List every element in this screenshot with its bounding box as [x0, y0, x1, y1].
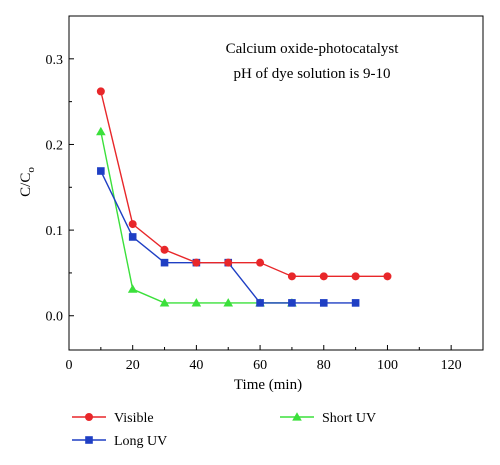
axes	[68, 15, 484, 351]
legend-marker-short-uv	[292, 412, 302, 421]
x-tick-label: 120	[441, 358, 462, 373]
annotation-line-1: Calcium oxide-photocatalyst	[226, 41, 400, 57]
y-axis-title-subscript: o	[25, 167, 37, 173]
data-point-visible	[319, 272, 328, 281]
data-point-visible	[192, 258, 201, 267]
data-point-long-uv	[97, 167, 105, 175]
legend-label-short-uv: Short UV	[322, 411, 376, 426]
data-point-visible	[160, 245, 169, 254]
series-line-long-uv	[100, 170, 356, 304]
data-point-long-uv	[351, 299, 360, 307]
legend-item-long-uv: Long UV	[72, 434, 167, 449]
data-point-long-uv	[319, 299, 328, 307]
y-axis-title-main: C/C	[18, 173, 34, 197]
series-short-uv	[96, 126, 297, 307]
legend-item-visible: Visible	[72, 411, 154, 426]
data-point-long-uv	[288, 299, 296, 307]
data-point-short-uv	[96, 126, 106, 136]
series-layer	[96, 87, 392, 307]
x-axis-title: Time (min)	[234, 377, 302, 393]
data-point-short-uv	[223, 298, 234, 307]
y-tick-label: 0.3	[46, 53, 64, 68]
y-tick-label: 0.0	[46, 310, 64, 325]
data-point-short-uv	[159, 298, 170, 307]
data-point-long-uv	[160, 258, 169, 267]
tick-marks	[68, 58, 452, 350]
legend-label-long-uv: Long UV	[114, 434, 167, 449]
x-tick-label: 60	[253, 358, 267, 373]
series-visible	[96, 87, 392, 281]
data-point-visible	[256, 258, 265, 267]
plot-frame	[68, 15, 484, 351]
x-tick-label: 0	[66, 358, 73, 373]
data-point-long-uv	[128, 233, 137, 241]
series-line-short-uv	[100, 131, 292, 304]
series-long-uv	[97, 167, 360, 307]
data-point-long-uv	[256, 299, 264, 307]
legend-marker-long-uv	[85, 436, 93, 444]
data-point-visible	[128, 220, 137, 229]
series-line-visible	[100, 91, 388, 278]
data-point-visible	[96, 87, 105, 96]
x-tick-label: 80	[317, 358, 331, 373]
legend-marker-visible	[85, 413, 93, 421]
data-point-visible	[287, 272, 296, 281]
legend-label-visible: Visible	[114, 411, 154, 426]
legend-item-short-uv: Short UV	[280, 411, 376, 426]
tick-labels: 0 20 40 60 80 100 120 0.0 0.1 0.2 0.3	[46, 53, 462, 373]
data-point-short-uv	[127, 284, 138, 293]
legend: Visible Long UV Short UV	[72, 411, 376, 449]
data-point-visible	[224, 258, 233, 267]
data-point-short-uv	[191, 298, 202, 307]
y-tick-label: 0.1	[46, 224, 64, 239]
y-axis-title: C/Co	[18, 167, 37, 197]
data-point-visible	[383, 272, 392, 281]
data-point-visible	[351, 272, 360, 281]
x-tick-label: 40	[189, 358, 203, 373]
annotation-line-2: pH of dye solution is 9-10	[233, 66, 390, 82]
y-tick-label: 0.2	[46, 138, 64, 153]
x-tick-label: 100	[377, 358, 398, 373]
x-tick-label: 20	[126, 358, 140, 373]
